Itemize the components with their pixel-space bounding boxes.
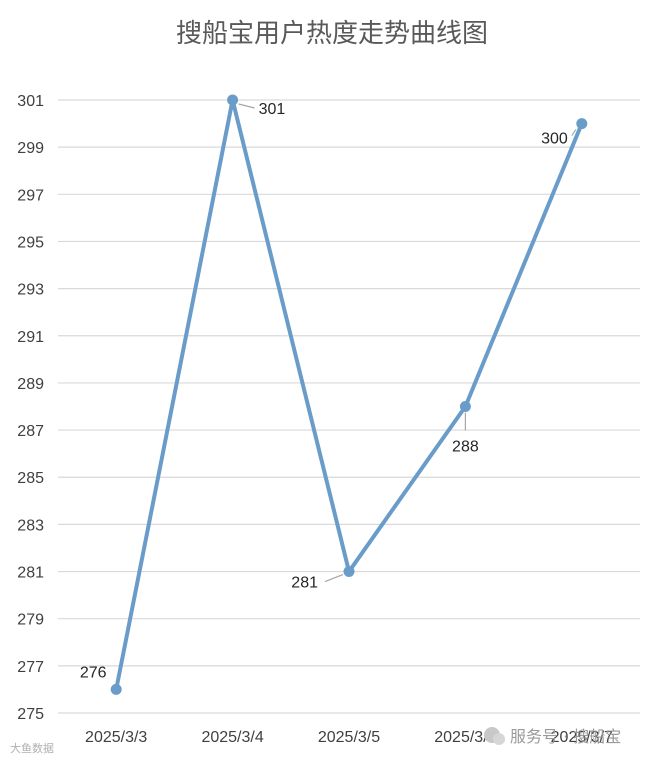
y-axis-tick-labels: 275 277 279 281 283 285 287 289 291 293 295 297 299 3… bbox=[17, 93, 44, 723]
x-axis-tick-labels: 2025/3/3 2025/3/4 2025/3/5 2025/3/6 2025/3/7 bbox=[85, 729, 613, 746]
y-tick-label: 285 bbox=[17, 470, 44, 487]
data-label: 300 bbox=[541, 131, 568, 148]
y-tick-label: 299 bbox=[17, 140, 44, 157]
data-label: 281 bbox=[291, 575, 318, 592]
data-point bbox=[110, 683, 122, 695]
y-tick-label: 297 bbox=[17, 187, 44, 204]
x-tick-label: 2025/3/7 bbox=[551, 729, 613, 746]
data-label-leader bbox=[324, 573, 344, 583]
data-label-leader bbox=[238, 103, 255, 109]
y-tick-label: 283 bbox=[17, 517, 44, 534]
data-label: 301 bbox=[259, 101, 286, 118]
x-tick-label: 2025/3/3 bbox=[85, 729, 147, 746]
x-tick-label: 2025/3/6 bbox=[434, 729, 496, 746]
data-label-leader bbox=[571, 129, 577, 136]
y-tick-label: 291 bbox=[17, 329, 44, 346]
data-points bbox=[110, 94, 588, 695]
wechat-icon bbox=[484, 727, 505, 745]
y-tick-label: 289 bbox=[17, 376, 44, 393]
data-label: 288 bbox=[452, 439, 479, 456]
x-tick-label: 2025/3/5 bbox=[318, 729, 380, 746]
data-point bbox=[343, 566, 355, 578]
y-tick-label: 287 bbox=[17, 423, 44, 440]
chart-title: 搜船宝用户热度走势曲线图 bbox=[176, 19, 488, 49]
watermark-left-text: 大鱼数据 bbox=[10, 741, 54, 755]
gridlines bbox=[58, 99, 640, 714]
watermark-right-text: 服务号 · 搜船宝 bbox=[510, 727, 621, 746]
watermark: 大鱼数据 服务号 · 搜船宝 bbox=[10, 727, 621, 755]
y-tick-label: 301 bbox=[17, 93, 44, 110]
y-tick-label: 281 bbox=[17, 565, 44, 582]
data-point bbox=[576, 118, 588, 130]
y-tick-label: 279 bbox=[17, 612, 44, 629]
data-label: 276 bbox=[80, 664, 107, 681]
y-tick-label: 295 bbox=[17, 234, 44, 251]
x-tick-label: 2025/3/4 bbox=[201, 729, 263, 746]
y-tick-label: 275 bbox=[17, 706, 44, 723]
data-labels: 276 301 281 288 300 bbox=[80, 101, 577, 681]
y-tick-label: 293 bbox=[17, 282, 44, 299]
data-point bbox=[459, 401, 471, 412]
data-point bbox=[227, 94, 239, 106]
y-tick-label: 277 bbox=[17, 659, 44, 676]
